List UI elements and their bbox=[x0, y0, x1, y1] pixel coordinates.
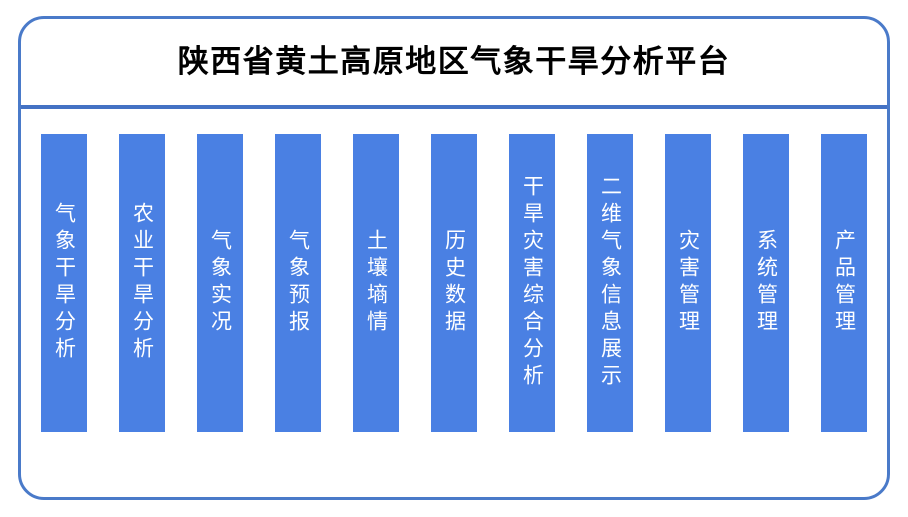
page-title: 陕西省黄土高原地区气象干旱分析平台 bbox=[177, 43, 731, 80]
nav-item-label: 系统管理 bbox=[754, 229, 779, 337]
nav-item-2[interactable]: 农业干旱分析 bbox=[119, 134, 165, 432]
nav-item-11[interactable]: 产品管理 bbox=[821, 134, 867, 432]
navigation-bar: 气象干旱分析 农业干旱分析 气象实况 气象预报 土壤墒情 历史数据 干旱灾害综合分析 二维气象… bbox=[21, 109, 887, 497]
nav-item-5[interactable]: 土壤墒情 bbox=[353, 134, 399, 432]
nav-item-label: 二维气象信息展示 bbox=[598, 175, 623, 391]
nav-item-10[interactable]: 系统管理 bbox=[743, 134, 789, 432]
nav-item-1[interactable]: 气象干旱分析 bbox=[41, 134, 87, 432]
nav-item-label: 气象预报 bbox=[286, 229, 311, 337]
nav-item-4[interactable]: 气象预报 bbox=[275, 134, 321, 432]
nav-item-label: 气象干旱分析 bbox=[52, 202, 77, 364]
nav-item-8[interactable]: 二维气象信息展示 bbox=[587, 134, 633, 432]
nav-item-label: 土壤墒情 bbox=[364, 229, 389, 337]
nav-item-label: 农业干旱分析 bbox=[130, 202, 155, 364]
application-frame: 陕西省黄土高原地区气象干旱分析平台 气象干旱分析 农业干旱分析 气象实况 气象预报 土壤… bbox=[18, 16, 890, 500]
nav-item-label: 气象实况 bbox=[208, 229, 233, 337]
nav-item-label: 产品管理 bbox=[832, 229, 857, 337]
nav-item-7[interactable]: 干旱灾害综合分析 bbox=[509, 134, 555, 432]
nav-item-3[interactable]: 气象实况 bbox=[197, 134, 243, 432]
nav-item-label: 历史数据 bbox=[442, 229, 467, 337]
nav-item-label: 灾害管理 bbox=[676, 229, 701, 337]
nav-item-6[interactable]: 历史数据 bbox=[431, 134, 477, 432]
nav-item-9[interactable]: 灾害管理 bbox=[665, 134, 711, 432]
title-divider bbox=[21, 105, 887, 109]
title-bar: 陕西省黄土高原地区气象干旱分析平台 bbox=[21, 19, 887, 105]
nav-item-label: 干旱灾害综合分析 bbox=[520, 175, 545, 391]
